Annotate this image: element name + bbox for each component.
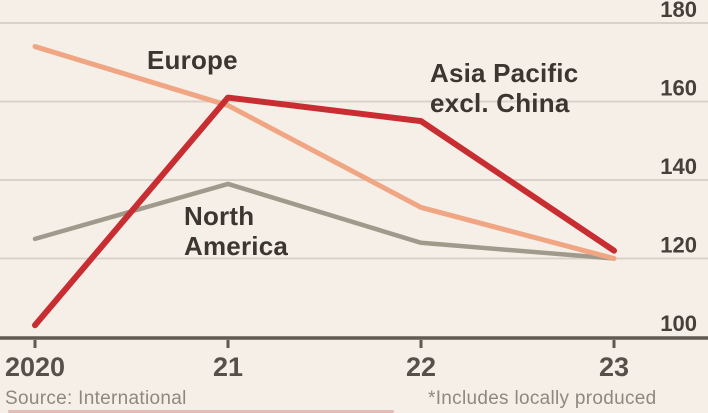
series-label-asia-pacific-excl-china: Asia Pacific excl. China bbox=[430, 58, 578, 118]
series-label-asia-pacific-line2: excl. China bbox=[430, 88, 570, 119]
y-tick-label: 180 bbox=[660, 0, 697, 22]
line-europe bbox=[32, 44, 617, 261]
x-tick-label: 2020 bbox=[5, 352, 65, 382]
line-asia-pacific-excl-china bbox=[32, 94, 617, 329]
y-tick-label: 160 bbox=[660, 76, 697, 101]
x-tick-label: 21 bbox=[213, 352, 243, 382]
series-label-europe: Europe bbox=[147, 45, 238, 75]
series-label-north-america: North America bbox=[184, 201, 288, 261]
y-tick-label: 120 bbox=[660, 233, 697, 258]
footnote-caption: *Includes locally produced bbox=[428, 388, 657, 409]
series-label-north-america-line1: North bbox=[184, 201, 255, 231]
cropped-bottom-rule bbox=[8, 410, 394, 413]
x-tick-label: 23 bbox=[599, 352, 629, 382]
source-caption: Source: International bbox=[5, 388, 187, 409]
x-tick-label: 22 bbox=[406, 352, 436, 382]
series-label-north-america-line2: America bbox=[184, 231, 289, 262]
series-label-asia-pacific-line1: Asia Pacific bbox=[430, 58, 579, 88]
y-tick-label: 100 bbox=[660, 311, 697, 336]
y-tick-label: 140 bbox=[660, 154, 697, 179]
